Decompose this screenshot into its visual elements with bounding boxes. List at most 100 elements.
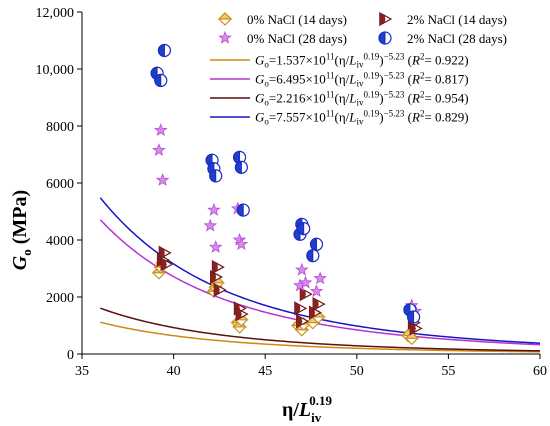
legend-fit-equation-part: G [255,72,265,87]
y-tick-label: 12,000 [36,6,75,21]
legend-fit-equation-part: 0.19 [363,71,379,81]
fit-curve [100,321,541,353]
triangle-marker-point-fill2 [296,315,302,328]
legend-fit-equation-part: =6.495×10 [269,72,326,87]
legend-fit-equation-part: L [348,91,356,106]
data-points [150,43,423,346]
legend-fit-equation-part: 0.19 [363,109,379,119]
legend-fit-equation-part: ( [404,72,412,87]
legend-fit-equation-part: = 0.954) [424,91,468,106]
legend-fit-equation-part: 0.19 [363,90,379,100]
y-tick-label: 0 [67,348,74,363]
legend-fit-equation-part: ) [379,110,383,125]
star-marker-point [295,262,309,276]
legend-fit-equation-part: iv [356,60,364,70]
legend-fit-equation-part: ) [379,53,383,68]
legend-fit-equation-part: iv [356,117,364,127]
legend-fit-equation-part: −5.23 [384,71,405,81]
legend-star-marker-point [218,30,232,44]
legend-fit-equation: Go=2.216×1011(η/Liv0.19)−5.23 (R2= 0.954… [255,90,469,108]
circle-marker-point-fill [306,249,314,263]
star-marker-point [309,284,324,298]
y-tick-label: 4000 [46,234,74,249]
circle-marker-point-fill [209,169,217,183]
circle-marker-point-fill [154,73,162,87]
legend-fit-equation: Go=1.537×1011(η/Liv0.19)−5.23 (R2= 0.922… [255,52,469,70]
legend-fit-equation-part: =1.537×10 [269,53,326,68]
fit-curve [99,219,541,346]
legend: 0% NaCl (14 days) 2% NaCl (14 days) 0% NaC… [210,11,507,127]
legend-label: 2% NaCl (28 days) [407,31,507,46]
star-marker-point [155,173,170,186]
y-tick-label: 6000 [46,177,74,192]
fit-lines [99,197,541,353]
y-axis-title: Go (MPa) [9,190,34,270]
triangle-marker-point-fill2 [214,283,220,296]
legend-fit-equation-part: −5.23 [384,90,405,100]
circle-marker-point-fill [234,160,242,174]
legend-fit-equation-part: −5.23 [384,52,405,62]
diamond-marker-point-fill [404,331,420,339]
x-axis-title: η/Liv 0.19 [282,393,333,425]
legend-fit-equation-part: (η/ [334,53,349,68]
star-marker-point [234,237,249,251]
legend-fit-equation: Go=7.557×1011(η/Liv0.19)−5.23 (R2= 0.829… [255,109,469,127]
legend-fit-equation-part: 2 [420,90,425,100]
triangle-marker-point-fill2 [294,302,301,315]
legend-fit-equation-part: 2 [420,71,425,81]
svg-text:Go (MPa): Go (MPa) [9,190,34,270]
legend-label: 2% NaCl (14 days) [407,12,507,27]
y-title-unit: (MPa) [9,190,31,249]
legend-fit-equation-part: 2 [420,109,425,119]
x-title-l: L [298,399,311,421]
legend-fit-equation-part: ) [379,72,383,87]
circle-marker-point-fill [407,310,415,324]
legend-fit-equation-part: L [348,53,356,68]
legend-label: 0% NaCl (14 days) [247,12,347,27]
star-marker-point [208,239,223,253]
circle-marker-point-fill [157,43,165,57]
legend-fit-equation-part: ) [379,91,383,106]
star-marker-point [152,143,166,157]
fit-curve [100,307,541,352]
legend-fit-equation-part: 11 [326,109,335,119]
svg-text:η/Liv0.19: η/Liv 0.19 [282,393,333,425]
legend-circle-marker-point-fill [378,31,386,45]
y-tick-label: 2000 [46,291,74,306]
y-title-g: G [9,255,31,270]
triangle-marker-point-fill2 [313,298,319,311]
legend-triangle-marker-point-fill2 [379,13,385,25]
legend-fit-equation-part: =7.557×10 [269,110,326,125]
legend-fit-equation-part: (η/ [334,91,349,106]
legend-fit-equation: Go=6.495×1011(η/Liv0.19)−5.23 (R2= 0.817… [255,71,469,89]
legend-fit-equation-part: 11 [326,52,335,62]
legend-fit-equation-part: = 0.817) [424,72,468,87]
triangle-marker-point-fill2 [300,288,306,301]
star-marker-point [313,271,327,285]
legend-fit-equation-part: ( [404,110,412,125]
x-tick-label: 60 [533,364,547,379]
triangle-marker-point-fill2 [410,322,416,335]
circle-marker-point-fill [236,203,244,217]
legend-fit-equation-part: ( [404,53,412,68]
x-title-sub: iv [311,410,322,425]
triangle-marker-point-fill2 [161,258,167,271]
triangle-marker-point-fill2 [236,308,242,321]
legend-fit-equation-part: o [264,60,269,70]
legend-fit-equation-part: = 0.922) [424,53,468,68]
x-tick-label: 45 [258,364,272,379]
y-title-sub: o [19,249,34,256]
legend-fit-equation-part: R [411,91,420,106]
legend-fit-equation-part: = 0.829) [424,110,468,125]
triangle-marker-point-fill2 [159,246,165,259]
x-tick-label: 35 [75,364,89,379]
legend-fit-equation-part: G [255,110,265,125]
series-group [156,245,423,336]
legend-fit-equation-part: o [264,98,269,108]
x-tick-label: 40 [167,364,181,379]
legend-fit-equation-part: o [264,79,269,89]
legend-fit-equation-part: R [411,72,420,87]
x-ticks: 35 40 45 50 55 60 [75,354,547,379]
x-tick-label: 50 [350,364,364,379]
